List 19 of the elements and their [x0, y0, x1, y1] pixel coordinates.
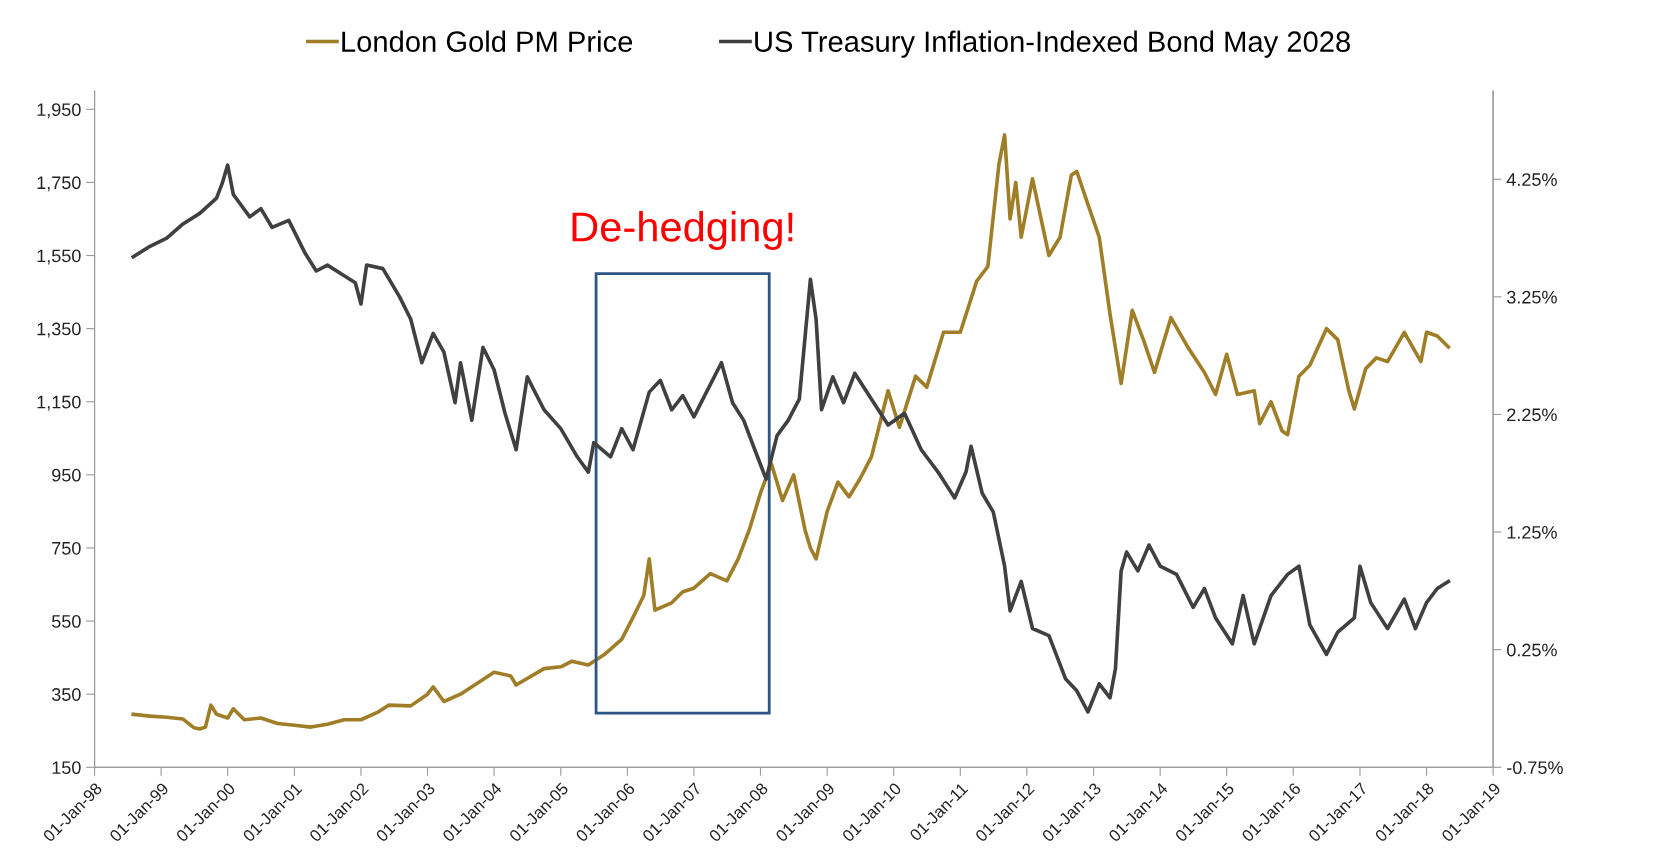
y-tick-label: 1,350 — [37, 322, 81, 338]
y2-tick-label: 4.25% — [1506, 173, 1557, 186]
y-tick-label: 150 — [52, 761, 81, 775]
y-tick-label: 1,750 — [37, 176, 81, 192]
y-tick-label: 350 — [51, 688, 81, 701]
annotation: De-hedging! — [572, 211, 793, 250]
legend-label: London Gold PM Price — [342, 30, 633, 53]
y-tick-label: 1,550 — [37, 249, 81, 265]
y-tick-label: 950 — [52, 468, 81, 482]
y-tick-label: 1,950 — [37, 103, 81, 119]
y-tick-label: 750 — [52, 541, 81, 555]
legend-label: US Treasury Inflation-Indexed Bond May 2028 — [755, 30, 1350, 58]
y2-tick-label: 0.25% — [1507, 643, 1557, 657]
y2-tick-label: 2.25% — [1507, 408, 1557, 422]
y2-tick-label: 3.25% — [1506, 290, 1557, 304]
y-tick-label: 550 — [51, 615, 81, 628]
y2-tick-label: 1.25% — [1507, 526, 1557, 539]
y2-tick-label: -0.75% — [1507, 761, 1563, 775]
y-tick-label: 1,150 — [37, 395, 81, 411]
